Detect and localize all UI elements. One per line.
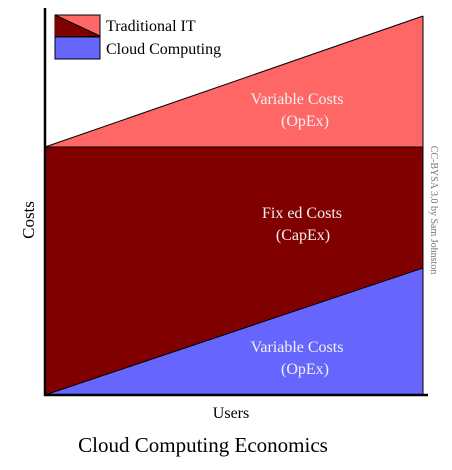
cloud-variable-line bbox=[44, 267, 424, 396]
legend-label-traditional: Traditional IT bbox=[106, 18, 196, 35]
cloud-variable-label-line1: Variable Costs bbox=[251, 339, 344, 356]
legend: Traditional IT Cloud Computing bbox=[54, 14, 221, 60]
legend-label-cloud: Cloud Computing bbox=[106, 41, 221, 58]
diagram-title: Cloud Computing Economics bbox=[78, 433, 328, 457]
fixed-costs-label-line1: Fix ed Costs bbox=[262, 205, 342, 222]
cloud-variable-label-line2: (OpEx) bbox=[281, 361, 329, 378]
traditional-variable-label-line2: (OpEx) bbox=[281, 113, 329, 130]
y-axis-label: Costs bbox=[19, 201, 38, 239]
traditional-variable-line bbox=[44, 15, 424, 148]
legend-swatch-traditional bbox=[54, 14, 101, 37]
fixed-costs-label-line2: (CapEx) bbox=[276, 227, 330, 244]
traditional-variable-label-line1: Variable Costs bbox=[251, 91, 344, 108]
credit-text: CC-BYSA 3.0 by Sam Johnston bbox=[428, 146, 439, 275]
legend-swatch-cloud bbox=[54, 36, 101, 60]
x-axis-label: Users bbox=[213, 405, 249, 422]
